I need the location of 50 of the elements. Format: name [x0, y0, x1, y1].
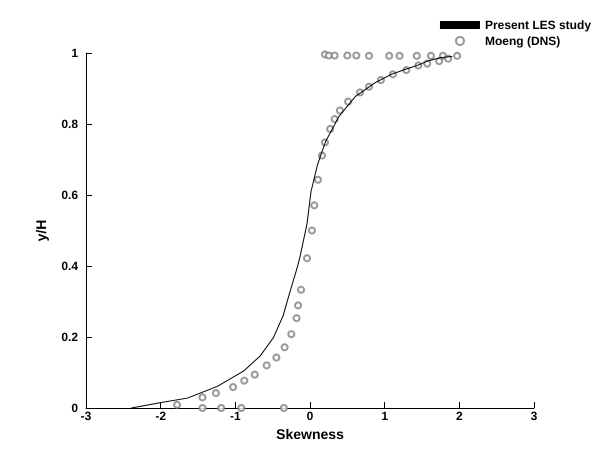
point: [453, 52, 462, 60]
point: [272, 354, 280, 362]
y-tick-label: 0.2: [61, 330, 78, 344]
point: [364, 52, 373, 60]
x-tick-label: -3: [80, 409, 92, 423]
point: [385, 52, 394, 60]
point: [240, 376, 248, 385]
point: [426, 52, 435, 60]
point: [250, 370, 259, 379]
point: [229, 383, 238, 392]
legend-label: Moeng (DNS): [484, 34, 560, 48]
point: [173, 400, 182, 409]
x-tick-label: 2: [456, 409, 463, 423]
point: [412, 52, 421, 60]
point: [352, 51, 360, 60]
point: [292, 314, 301, 322]
x-tick-label: -1: [230, 409, 241, 423]
x-axis-title: Skewness: [276, 426, 344, 442]
point: [198, 404, 206, 412]
point: [324, 51, 333, 60]
y-tick-label: 1: [71, 46, 78, 60]
y-axis-title: y/H: [33, 220, 49, 242]
y-tick-label: 0.4: [61, 259, 78, 273]
point: [280, 343, 289, 352]
y-tick-label: 0.6: [61, 188, 78, 202]
point: [212, 389, 220, 398]
point: [280, 404, 288, 412]
x-tick-label: -2: [155, 409, 166, 423]
y-tick-label: 0.8: [61, 117, 78, 131]
point: [303, 254, 312, 262]
point: [262, 361, 271, 370]
point: [237, 404, 246, 412]
point: [330, 51, 339, 60]
point: [435, 57, 444, 66]
point: [217, 404, 226, 412]
point: [198, 393, 206, 402]
point: [294, 301, 302, 310]
point: [330, 115, 339, 124]
x-tick-label: 1: [381, 409, 388, 423]
point: [287, 330, 296, 338]
point: [310, 201, 318, 210]
point: [314, 176, 322, 184]
legend-label: Present LES study: [484, 18, 592, 32]
point: [343, 51, 352, 60]
point: [396, 52, 404, 60]
point: [308, 226, 316, 234]
point: [297, 286, 306, 294]
point: [336, 106, 344, 115]
x-tick-label: 0: [306, 409, 314, 423]
x-tick-label: 3: [530, 409, 538, 423]
